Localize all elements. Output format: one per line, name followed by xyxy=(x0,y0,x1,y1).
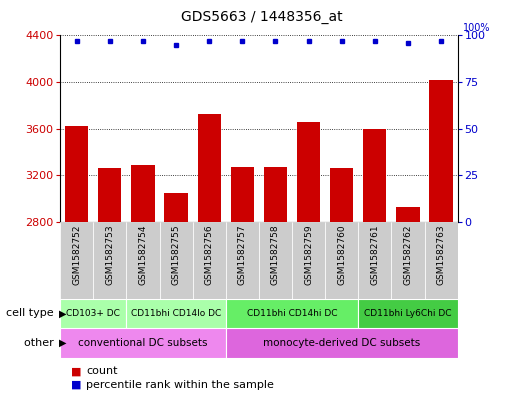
Bar xyxy=(396,207,419,222)
Text: conventional DC subsets: conventional DC subsets xyxy=(78,338,208,348)
Text: GSM1582763: GSM1582763 xyxy=(437,224,446,285)
Bar xyxy=(60,222,93,299)
Bar xyxy=(259,222,292,299)
Bar xyxy=(226,222,259,299)
Bar xyxy=(98,168,121,222)
Text: CD11bhi Ly6Chi DC: CD11bhi Ly6Chi DC xyxy=(364,309,452,318)
Text: ▶: ▶ xyxy=(59,309,66,318)
Bar xyxy=(358,299,458,328)
Text: other: other xyxy=(24,338,58,348)
Bar xyxy=(363,129,386,222)
Text: GSM1582753: GSM1582753 xyxy=(105,224,115,285)
Bar xyxy=(192,222,226,299)
Text: GSM1582761: GSM1582761 xyxy=(370,224,379,285)
Bar xyxy=(127,299,226,328)
Bar xyxy=(93,222,127,299)
Bar xyxy=(226,299,358,328)
Bar xyxy=(60,299,127,328)
Text: GSM1582762: GSM1582762 xyxy=(403,224,413,285)
Text: percentile rank within the sample: percentile rank within the sample xyxy=(86,380,274,390)
Text: 100%: 100% xyxy=(463,22,491,33)
Text: GSM1582752: GSM1582752 xyxy=(72,224,81,285)
Bar xyxy=(164,193,188,222)
Text: ▶: ▶ xyxy=(59,338,66,348)
Bar xyxy=(226,328,458,358)
Bar xyxy=(198,114,221,222)
Text: GSM1582760: GSM1582760 xyxy=(337,224,346,285)
Bar xyxy=(292,222,325,299)
Bar xyxy=(264,167,287,222)
Text: CD11bhi CD14lo DC: CD11bhi CD14lo DC xyxy=(131,309,221,318)
Bar xyxy=(425,222,458,299)
Text: GSM1582754: GSM1582754 xyxy=(139,224,147,285)
Text: CD103+ DC: CD103+ DC xyxy=(66,309,120,318)
Text: cell type: cell type xyxy=(6,309,58,318)
Bar xyxy=(391,222,425,299)
Bar xyxy=(358,222,391,299)
Text: monocyte-derived DC subsets: monocyte-derived DC subsets xyxy=(263,338,420,348)
Text: GSM1582759: GSM1582759 xyxy=(304,224,313,285)
Text: ■: ■ xyxy=(71,366,81,376)
Text: CD11bhi CD14hi DC: CD11bhi CD14hi DC xyxy=(247,309,337,318)
Bar xyxy=(231,167,254,222)
Bar xyxy=(127,222,160,299)
Text: GSM1582758: GSM1582758 xyxy=(271,224,280,285)
Text: GSM1582756: GSM1582756 xyxy=(204,224,214,285)
Bar xyxy=(297,122,320,222)
Text: GDS5663 / 1448356_at: GDS5663 / 1448356_at xyxy=(180,10,343,24)
Bar xyxy=(131,165,155,222)
Bar xyxy=(65,127,88,222)
Text: GSM1582755: GSM1582755 xyxy=(172,224,180,285)
Text: ■: ■ xyxy=(71,380,81,390)
Bar xyxy=(429,80,453,222)
Text: GSM1582757: GSM1582757 xyxy=(238,224,247,285)
Bar xyxy=(325,222,358,299)
Bar xyxy=(160,222,192,299)
Bar xyxy=(330,168,354,222)
Bar xyxy=(60,328,226,358)
Text: count: count xyxy=(86,366,118,376)
